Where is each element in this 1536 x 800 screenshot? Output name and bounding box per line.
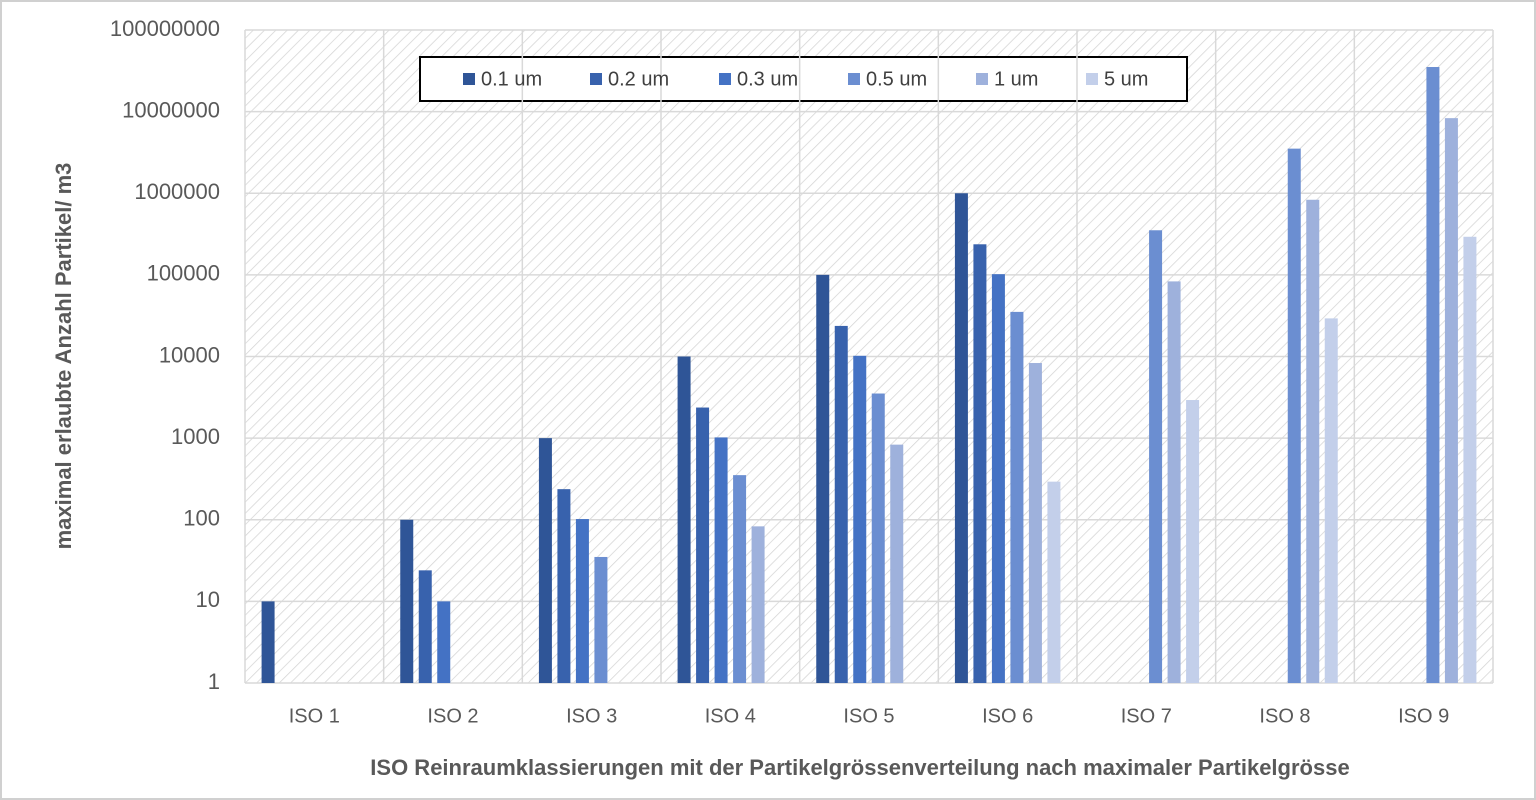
y-tick-label: 10000 bbox=[159, 342, 220, 367]
legend-label: 0.2 um bbox=[608, 68, 669, 90]
bar bbox=[677, 356, 691, 683]
bar bbox=[400, 519, 414, 683]
bar bbox=[1426, 67, 1440, 684]
bar bbox=[954, 193, 968, 683]
bar bbox=[1444, 118, 1458, 683]
y-tick-label: 100000 bbox=[147, 261, 220, 286]
legend-label: 5 um bbox=[1104, 68, 1148, 90]
legend-label: 0.3 um bbox=[737, 68, 798, 90]
x-tick-label: ISO 9 bbox=[1398, 705, 1449, 727]
legend-swatch bbox=[590, 73, 602, 85]
legend-label: 1 um bbox=[994, 68, 1038, 90]
bar bbox=[557, 489, 571, 683]
bar bbox=[853, 355, 867, 683]
x-tick-label: ISO 2 bbox=[427, 705, 478, 727]
bar bbox=[1306, 199, 1320, 683]
x-tick-label: ISO 1 bbox=[289, 705, 340, 727]
bar bbox=[538, 438, 552, 683]
bar bbox=[696, 407, 710, 683]
bar bbox=[1047, 481, 1061, 683]
legend-swatch bbox=[848, 73, 860, 85]
y-tick-label: 10 bbox=[196, 587, 220, 612]
bar bbox=[1324, 318, 1338, 683]
legend-swatch bbox=[719, 73, 731, 85]
bar bbox=[1149, 230, 1163, 683]
bar bbox=[816, 274, 830, 683]
y-axis-title: maximal erlaubte Anzahl Partikel/ m3 bbox=[51, 163, 76, 550]
legend-label: 0.1 um bbox=[481, 68, 542, 90]
y-tick-label: 10000000 bbox=[122, 97, 220, 122]
bar bbox=[834, 325, 848, 683]
x-axis-title: ISO Reinraumklassierungen mit der Partik… bbox=[370, 755, 1349, 780]
legend-label: 0.5 um bbox=[866, 68, 927, 90]
bar bbox=[1463, 236, 1477, 683]
legend-swatch bbox=[976, 73, 988, 85]
x-tick-label: ISO 4 bbox=[705, 705, 756, 727]
x-tick-label: ISO 5 bbox=[843, 705, 894, 727]
bar bbox=[1167, 281, 1181, 683]
y-tick-label: 1 bbox=[208, 669, 220, 694]
bar bbox=[1287, 148, 1301, 684]
y-tick-label: 100000000 bbox=[110, 16, 220, 41]
y-tick-label: 1000 bbox=[171, 424, 220, 449]
bar bbox=[1010, 311, 1024, 683]
bar bbox=[890, 444, 904, 683]
bar bbox=[714, 437, 728, 683]
legend-swatch bbox=[1086, 73, 1098, 85]
bar bbox=[1186, 400, 1200, 683]
bar bbox=[733, 475, 747, 683]
bar bbox=[437, 601, 451, 683]
x-tick-label: ISO 8 bbox=[1259, 705, 1310, 727]
bar bbox=[871, 393, 885, 683]
legend-swatch bbox=[463, 73, 475, 85]
bar bbox=[261, 601, 275, 683]
bar bbox=[575, 519, 589, 683]
bar bbox=[991, 274, 1005, 683]
legend bbox=[419, 56, 1188, 102]
x-tick-label: ISO 3 bbox=[566, 705, 617, 727]
y-tick-label: 1000000 bbox=[134, 179, 220, 204]
bar bbox=[751, 526, 765, 683]
y-tick-label: 100 bbox=[183, 506, 220, 531]
bar bbox=[973, 244, 987, 683]
bar bbox=[1028, 363, 1042, 683]
bar bbox=[594, 556, 608, 683]
bar bbox=[418, 570, 432, 683]
x-tick-label: ISO 6 bbox=[982, 705, 1033, 727]
x-tick-label: ISO 7 bbox=[1121, 705, 1172, 727]
